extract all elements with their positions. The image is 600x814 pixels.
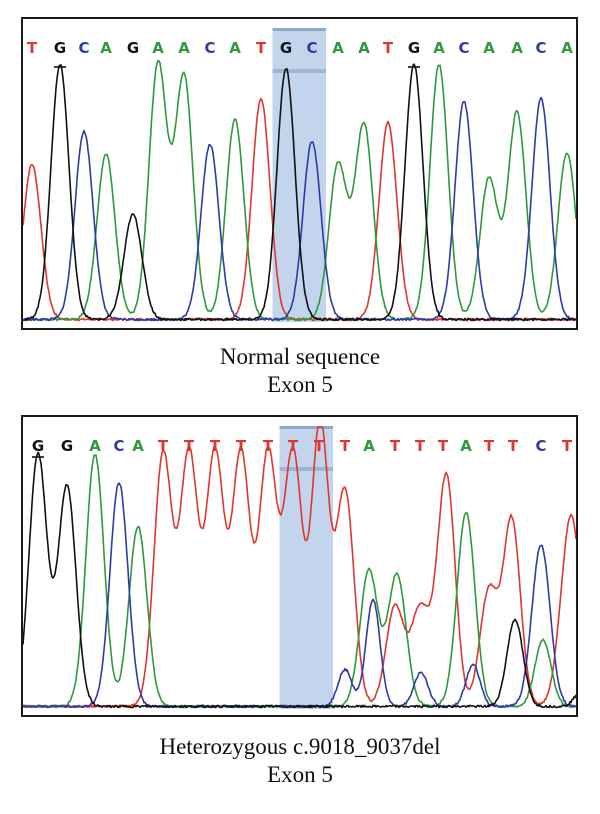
base-call-15: T [383, 39, 394, 57]
trace-G [23, 451, 576, 709]
base-call-3: C [78, 39, 89, 57]
base-call-11: T [288, 437, 299, 455]
base-call-19: A [483, 39, 495, 57]
base-call-22: A [561, 39, 573, 57]
base-call-7: A [178, 39, 190, 57]
highlight-band-lower [279, 467, 333, 471]
base-call-10: T [256, 39, 267, 57]
base-call-2: G [61, 437, 73, 455]
caption-mutant-title: Heterozygous c.9018_9037del [159, 734, 441, 759]
base-call-20: T [508, 437, 519, 455]
base-call-10: T [263, 437, 274, 455]
base-call-21: C [535, 39, 546, 57]
trace-C [23, 96, 576, 322]
base-call-13: A [332, 39, 344, 57]
base-call-8: T [210, 437, 221, 455]
base-call-17: A [433, 39, 445, 57]
base-call-16: G [408, 39, 420, 57]
base-call-4: C [113, 437, 124, 455]
base-call-20: A [511, 39, 523, 57]
highlight-band-lower [272, 69, 326, 73]
base-call-6: T [158, 437, 169, 455]
base-call-18: A [460, 437, 472, 455]
base-call-4: A [100, 39, 112, 57]
caption-normal-exon: Exon 5 [267, 372, 333, 397]
base-call-13: T [340, 437, 351, 455]
base-call-14: A [358, 39, 370, 57]
base-call-22: T [562, 437, 573, 455]
base-call-8: C [204, 39, 215, 57]
trace-A [23, 59, 576, 322]
caption-mutant-exon: Exon 5 [267, 762, 333, 787]
base-call-9: A [229, 39, 241, 57]
base-call-18: C [458, 39, 469, 57]
trace-G [23, 63, 576, 322]
base-call-11: G [280, 39, 292, 57]
base-call-5: G [127, 39, 139, 57]
caption-normal-title: Normal sequence [219, 344, 381, 369]
base-call-19: T [484, 437, 495, 455]
base-call-3: A [89, 437, 101, 455]
base-call-12: T [314, 437, 325, 455]
highlight-band [279, 426, 333, 429]
base-call-1: G [32, 437, 44, 455]
caption-normal: Normal sequence Exon 5 [0, 343, 600, 399]
base-call-21: C [535, 437, 546, 455]
highlight-column [279, 426, 333, 709]
base-call-12: C [306, 39, 317, 57]
base-call-6: A [152, 39, 164, 57]
base-call-2: G [54, 39, 66, 57]
base-call-17: T [438, 437, 449, 455]
caption-mutant: Heterozygous c.9018_9037del Exon 5 [0, 733, 600, 789]
base-call-9: T [236, 437, 247, 455]
base-call-15: T [390, 437, 401, 455]
base-call-1: T [27, 39, 38, 57]
highlight-band [272, 28, 326, 31]
base-call-14: A [363, 437, 375, 455]
trace-T [23, 97, 576, 322]
base-call-16: T [415, 437, 426, 455]
base-call-5: A [132, 437, 144, 455]
